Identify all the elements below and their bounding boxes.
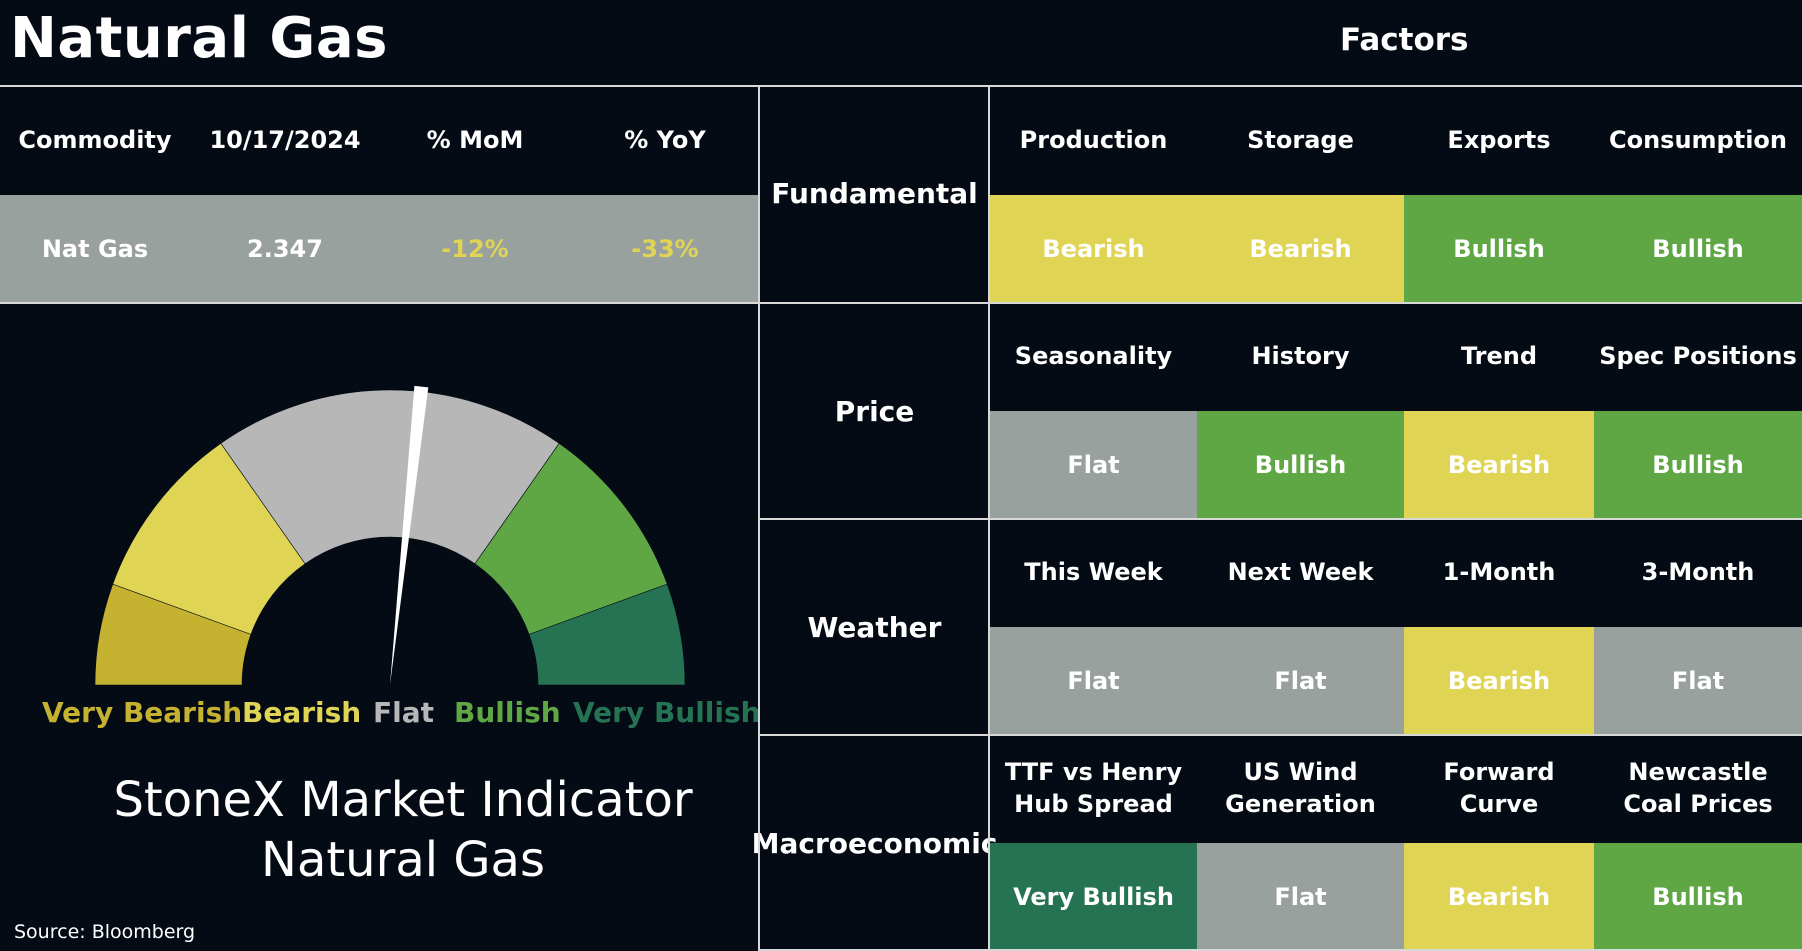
factor-production: Production xyxy=(1019,125,1168,154)
commodity-row xyxy=(0,195,758,303)
factors-heading: Factors xyxy=(1340,22,1469,58)
market-indicator-title: StoneX Market Indicator Natural Gas xyxy=(0,770,806,890)
status-production: Bearish xyxy=(990,195,1197,303)
factor-forward-curve: Forward Curve xyxy=(1443,757,1555,818)
factor-exports: Exports xyxy=(1447,125,1551,154)
factor-next-week: Next Week xyxy=(1227,557,1374,586)
divider-top xyxy=(0,85,1802,87)
status-us-wind: Flat xyxy=(1197,843,1404,951)
sentiment-gauge xyxy=(94,385,686,686)
indicator-line-2: Natural Gas xyxy=(261,832,545,888)
factor-storage: Storage xyxy=(1247,125,1354,154)
divider-row-1 xyxy=(759,302,1802,304)
mom-header: % MoM xyxy=(426,125,524,154)
source-note: Source: Bloomberg xyxy=(14,921,196,943)
gauge-label-very-bullish: Very Bullish xyxy=(573,696,761,729)
category-weather: Weather xyxy=(807,611,942,645)
commodity-mom: -12% xyxy=(441,234,509,263)
factor-seasonality: Seasonality xyxy=(1014,341,1173,370)
status-next-week: Flat xyxy=(1197,627,1404,735)
divider-left-panel xyxy=(758,86,760,951)
gauge-label-bullish: Bullish xyxy=(454,696,561,729)
category-price: Price xyxy=(834,395,915,429)
factor-spec-positions: Spec Positions xyxy=(1599,341,1797,370)
gauge-label-very-bearish: Very Bearish xyxy=(42,696,243,729)
gauge-needle xyxy=(390,385,429,685)
date-header: 10/17/2024 xyxy=(209,125,361,154)
divider-category-column xyxy=(988,86,990,951)
factor-consumption: Consumption xyxy=(1608,125,1788,154)
gauge-segment-flat xyxy=(220,389,560,565)
yoy-header: % YoY xyxy=(624,125,706,154)
factor-history: History xyxy=(1251,341,1350,370)
factor-this-week: This Week xyxy=(1024,557,1163,586)
gauge-label-bearish: Bearish xyxy=(242,696,362,729)
status-consumption: Bullish xyxy=(1594,195,1802,303)
factor-1-month: 1-Month xyxy=(1442,557,1556,586)
status-seasonality: Flat xyxy=(990,411,1197,519)
status-newcastle-coal: Bullish xyxy=(1594,843,1802,951)
status-exports: Bullish xyxy=(1404,195,1594,303)
factor-us-wind: US Wind Generation xyxy=(1225,757,1376,818)
factor-newcastle-coal: Newcastle Coal Prices xyxy=(1623,757,1773,818)
status-history: Bullish xyxy=(1197,411,1404,519)
status-3-month: Flat xyxy=(1594,627,1802,735)
divider-row-2 xyxy=(759,518,1802,520)
gauge-label-flat: Flat xyxy=(373,696,435,729)
factor-ttf-spread: TTF vs Henry Hub Spread xyxy=(1004,757,1183,818)
commodity-name: Nat Gas xyxy=(41,234,149,263)
divider-bottom xyxy=(759,949,1802,951)
indicator-line-1: StoneX Market Indicator xyxy=(113,772,693,828)
category-fundamental: Fundamental xyxy=(771,177,978,211)
commodity-price: 2.347 xyxy=(247,234,323,263)
status-this-week: Flat xyxy=(990,627,1197,735)
status-forward-curve: Bearish xyxy=(1404,843,1594,951)
status-storage: Bearish xyxy=(1197,195,1404,303)
gauge-segment-very-bullish xyxy=(528,583,686,686)
page-title: Natural Gas xyxy=(10,6,388,71)
divider-commodity-bottom xyxy=(0,302,758,304)
category-macroeconomic: Macroeconomic xyxy=(751,826,998,860)
commodity-yoy: -33% xyxy=(631,234,699,263)
divider-row-3 xyxy=(759,734,1802,736)
commodity-header: Commodity xyxy=(18,125,172,154)
status-ttf-spread: Very Bullish xyxy=(990,843,1197,951)
status-trend: Bearish xyxy=(1404,411,1594,519)
status-spec-positions: Bullish xyxy=(1594,411,1802,519)
factor-trend: Trend xyxy=(1460,341,1538,370)
status-1-month: Bearish xyxy=(1404,627,1594,735)
factor-3-month: 3-Month xyxy=(1641,557,1755,586)
